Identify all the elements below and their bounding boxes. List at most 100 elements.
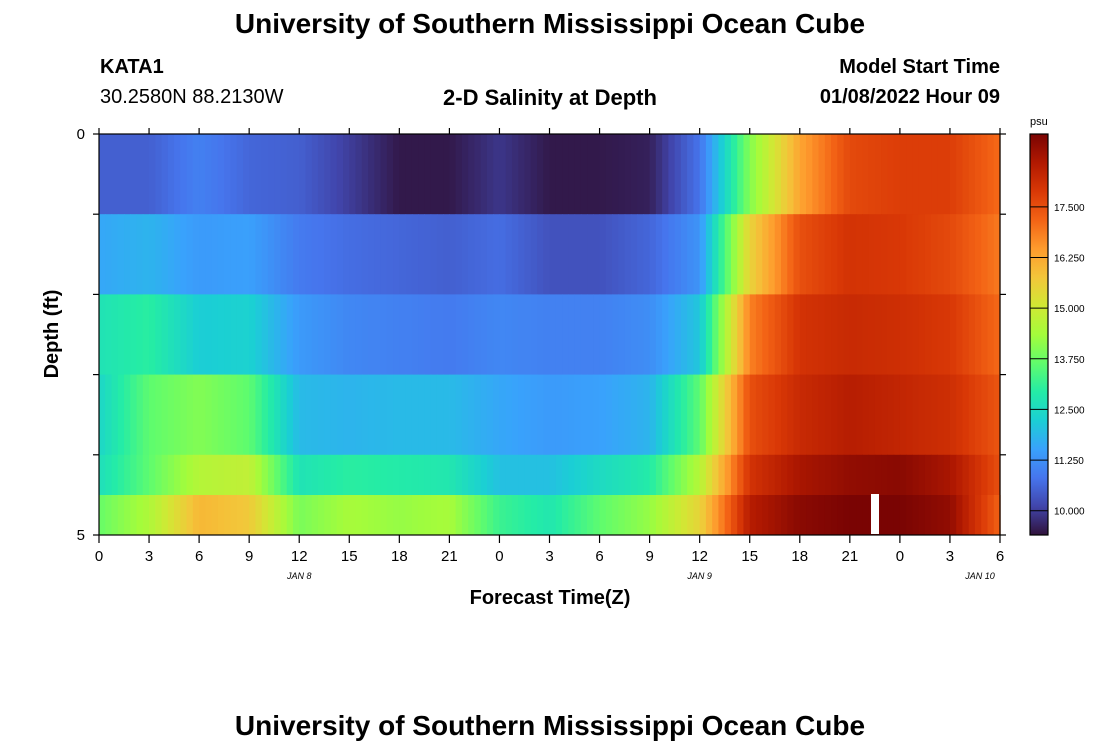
heatmap-cell <box>155 134 163 215</box>
heatmap-cell <box>324 374 332 456</box>
heatmap-cell <box>136 495 144 536</box>
colorbar-tick-label: 15.000 <box>1054 304 1085 315</box>
heatmap-cell <box>662 134 669 215</box>
heatmap-cell <box>737 214 745 295</box>
heatmap-cell <box>299 294 307 375</box>
heatmap-cell <box>236 134 244 215</box>
heatmap-cell <box>874 214 882 295</box>
heatmap-cell <box>249 495 257 536</box>
heatmap-cell <box>630 294 638 375</box>
heatmap-cell <box>755 374 763 456</box>
heatmap-cell <box>724 374 732 456</box>
heatmap-cell <box>643 374 651 456</box>
heatmap-cell <box>637 134 644 215</box>
heatmap-cell <box>299 134 307 215</box>
heatmap-cell <box>580 495 588 536</box>
heatmap-cell <box>793 374 801 456</box>
heatmap-cell <box>943 495 951 536</box>
heatmap-cell <box>418 495 425 536</box>
heatmap-cell <box>937 294 945 375</box>
heatmap-cell <box>399 294 407 375</box>
heatmap-cell <box>117 495 125 536</box>
heatmap-cell <box>637 495 644 536</box>
heatmap-cell <box>330 495 338 536</box>
colorbar-tick-label: 13.750 <box>1054 355 1085 366</box>
heatmap-cell <box>949 134 957 215</box>
heatmap-cell <box>962 134 970 215</box>
heatmap-cell <box>205 214 213 295</box>
heatmap-cell <box>793 495 801 536</box>
heatmap-cell <box>768 134 776 215</box>
heatmap-cell <box>199 495 206 536</box>
heatmap-cell <box>217 294 225 375</box>
heatmap-cell <box>230 294 238 375</box>
heatmap-cell <box>555 495 563 536</box>
x-tick-label: 3 <box>946 548 954 565</box>
heatmap-cell <box>968 495 976 536</box>
heatmap-cell <box>674 294 682 375</box>
x-axis-title: Forecast Time(Z) <box>470 587 631 609</box>
heatmap-cell <box>668 374 676 456</box>
heatmap-cell <box>893 134 901 215</box>
heatmap-cell <box>418 294 425 375</box>
heatmap-cell <box>812 374 820 456</box>
heatmap-cell <box>130 214 138 295</box>
heatmap-cell <box>224 495 231 536</box>
y-axis-title: Depth (ft) <box>41 290 63 379</box>
heatmap-cell <box>680 374 688 456</box>
heatmap-cell <box>261 495 269 536</box>
heatmap-cell <box>774 214 782 295</box>
heatmap-cell <box>868 294 876 375</box>
colorbar-tick-label: 17.500 <box>1054 203 1085 214</box>
heatmap-cell <box>174 294 181 375</box>
heatmap-cell <box>705 374 713 456</box>
colorbar-tick-label: 16.250 <box>1054 254 1085 265</box>
heatmap-cell <box>374 134 382 215</box>
heatmap-cell <box>824 495 832 536</box>
heatmap-cell <box>411 495 419 536</box>
heatmap-cell <box>111 495 119 536</box>
heatmap-cell <box>474 294 482 375</box>
heatmap-cell <box>330 374 338 456</box>
heatmap-cell <box>386 134 394 215</box>
heatmap-cell <box>949 214 957 295</box>
heatmap-cell <box>336 214 344 295</box>
heatmap-cell <box>236 495 244 536</box>
heatmap-cell <box>630 214 638 295</box>
heatmap-cell <box>374 495 382 536</box>
heatmap-cell <box>668 294 676 375</box>
heatmap-cell <box>693 294 701 375</box>
heatmap-cell <box>912 214 920 295</box>
heatmap-cell <box>205 495 213 536</box>
heatmap-cell <box>286 374 294 456</box>
heatmap-cell <box>949 495 957 536</box>
heatmap-cell <box>699 374 707 456</box>
heatmap-cell <box>762 495 770 536</box>
heatmap-cell <box>856 374 863 456</box>
heatmap-cell <box>161 374 169 456</box>
heatmap-cell <box>793 134 801 215</box>
heatmap-cell <box>192 134 200 215</box>
heatmap-cell <box>299 495 307 536</box>
heatmap-cell <box>755 294 763 375</box>
heatmap-cell <box>774 374 782 456</box>
heatmap-cell <box>167 495 175 536</box>
heatmap-cell <box>587 294 594 375</box>
heatmap-cell <box>843 294 851 375</box>
heatmap-cell <box>305 134 313 215</box>
heatmap-cell <box>305 294 313 375</box>
heatmap-cell <box>649 294 657 375</box>
heatmap-cell <box>486 214 494 295</box>
heatmap-cell <box>562 134 569 215</box>
heatmap-cell <box>386 374 394 456</box>
heatmap-cell <box>781 374 788 456</box>
heatmap-cell <box>612 214 619 295</box>
heatmap-cell <box>943 134 951 215</box>
heatmap-cell <box>317 495 325 536</box>
heatmap-cell <box>906 374 914 456</box>
heatmap-cell <box>849 294 857 375</box>
heatmap-cell <box>831 134 838 215</box>
heatmap-cell <box>380 214 388 295</box>
heatmap-cell <box>818 214 826 295</box>
heatmap-cell <box>737 134 745 215</box>
